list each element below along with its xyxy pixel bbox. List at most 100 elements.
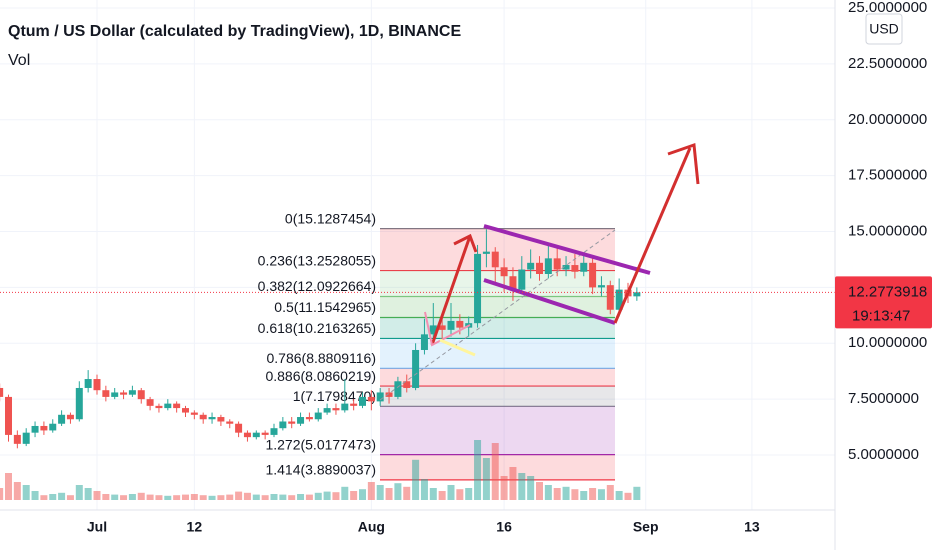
candle-body: [359, 396, 366, 406]
volume-bar: [606, 485, 614, 500]
candle-body: [420, 334, 428, 350]
volume-bar: [288, 495, 296, 500]
volume-bar: [22, 485, 30, 500]
candle-body: [5, 396, 12, 435]
candle-body: [199, 414, 207, 420]
volume-bar: [553, 488, 561, 500]
volume-bar: [84, 488, 92, 500]
fib-label: 0.786(8.8809116): [267, 350, 377, 366]
fib-label: 0.236(13.2528055): [258, 252, 376, 268]
candle-body: [111, 392, 119, 397]
volume-bar: [597, 489, 605, 500]
volume-bar: [474, 440, 482, 500]
volume-bar: [314, 492, 322, 500]
x-tick-label: Aug: [358, 519, 385, 535]
volume-bar: [173, 495, 181, 500]
volume-bar: [633, 486, 641, 500]
volume-bar: [624, 492, 632, 500]
arrow-head[interactable]: [453, 233, 478, 253]
candle-body: [305, 417, 313, 420]
last-price: 12.2773918: [848, 283, 927, 300]
fib-retracement[interactable]: 0(15.1287454) 0.236(13.2528055) 0.382(12.0…: [258, 210, 615, 481]
candle-body: [509, 276, 517, 290]
currency-button[interactable]: [865, 13, 903, 45]
y-tick-label: 5.0000000: [848, 446, 919, 463]
channel-top[interactable]: [483, 224, 651, 275]
x-tick-label: Jul: [87, 519, 107, 535]
candle-body: [164, 403, 172, 409]
volume-bar: [111, 494, 119, 500]
volume-bar: [128, 494, 136, 500]
volume-bar: [509, 467, 517, 500]
candle-body: [252, 432, 260, 438]
volume-bar: [190, 494, 198, 500]
fib-label: 0.886(8.0860219): [265, 368, 376, 384]
candle-body: [137, 390, 145, 400]
candle-body: [385, 392, 393, 397]
candle-body: [544, 258, 552, 274]
currency[interactable]: USD: [869, 21, 899, 37]
arrow[interactable]: [613, 147, 692, 324]
volume-bar: [456, 489, 464, 500]
fib-label: 1.414(3.8890037): [265, 462, 376, 478]
candle-body: [580, 262, 588, 272]
y-tick-label: 22.5000000: [848, 55, 927, 72]
fib-label: 0.382(12.0922664): [258, 278, 376, 294]
volume-bar: [376, 485, 384, 500]
channel-bottom[interactable]: [483, 278, 616, 325]
volume-bar: [13, 482, 21, 500]
candle-body: [146, 399, 154, 406]
candle-body: [288, 421, 296, 424]
x-tick-label: 12: [187, 519, 203, 535]
volume-bar: [58, 492, 66, 500]
candle-body: [491, 251, 499, 268]
volume-bar: [536, 482, 543, 500]
pattern[interactable]: [439, 338, 476, 357]
candle-body: [474, 253, 482, 324]
candle-body: [155, 405, 163, 409]
candle-body: [447, 320, 455, 330]
volume-bar: [359, 489, 366, 500]
volume-bar: [5, 473, 12, 500]
candle-body: [235, 423, 243, 433]
volume-bar: [394, 483, 402, 500]
candle-body: [93, 379, 101, 391]
volume-bar: [465, 488, 473, 500]
trend-line[interactable]: [379, 229, 616, 401]
volume-bar: [482, 458, 490, 500]
volume-bar: [367, 482, 375, 500]
candle-body: [367, 396, 375, 402]
volume-bar: [544, 485, 552, 500]
y-tick-label: 17.5000000: [848, 167, 927, 184]
candle-body: [217, 417, 225, 422]
fib-label: 0(15.1287454): [285, 210, 376, 226]
candle-body: [40, 425, 48, 431]
pattern[interactable]: [424, 311, 471, 347]
candle-body: [376, 392, 384, 402]
candle-body: [75, 387, 83, 420]
volume-bar: [500, 476, 508, 500]
drawings[interactable]: [379, 142, 700, 401]
volume-bar: [571, 489, 579, 500]
y-tick-label: 20.0000000: [848, 111, 927, 128]
volume-bar: [447, 485, 455, 500]
x-tick-label: 16: [496, 519, 512, 535]
fib-zone: [380, 386, 615, 407]
fib-label: 0.5(11.1542965): [274, 299, 376, 315]
fib-zone: [380, 368, 615, 387]
volume-bar: [31, 491, 39, 500]
volume-bar: [120, 495, 128, 500]
arrow[interactable]: [430, 235, 472, 346]
candle-body: [279, 421, 287, 429]
fib-label: 0.618(10.2163265): [258, 320, 376, 336]
y-tick-label: 25.0000000: [848, 0, 927, 16]
volume-bar: [226, 494, 234, 500]
volume-bar: [155, 495, 163, 500]
candle-body: [243, 432, 251, 438]
volume-bar: [40, 495, 48, 500]
volume-bar: [589, 488, 597, 500]
volume-bar: [93, 491, 101, 500]
volume-bar: [580, 491, 588, 500]
arrow-head[interactable]: [667, 142, 700, 185]
